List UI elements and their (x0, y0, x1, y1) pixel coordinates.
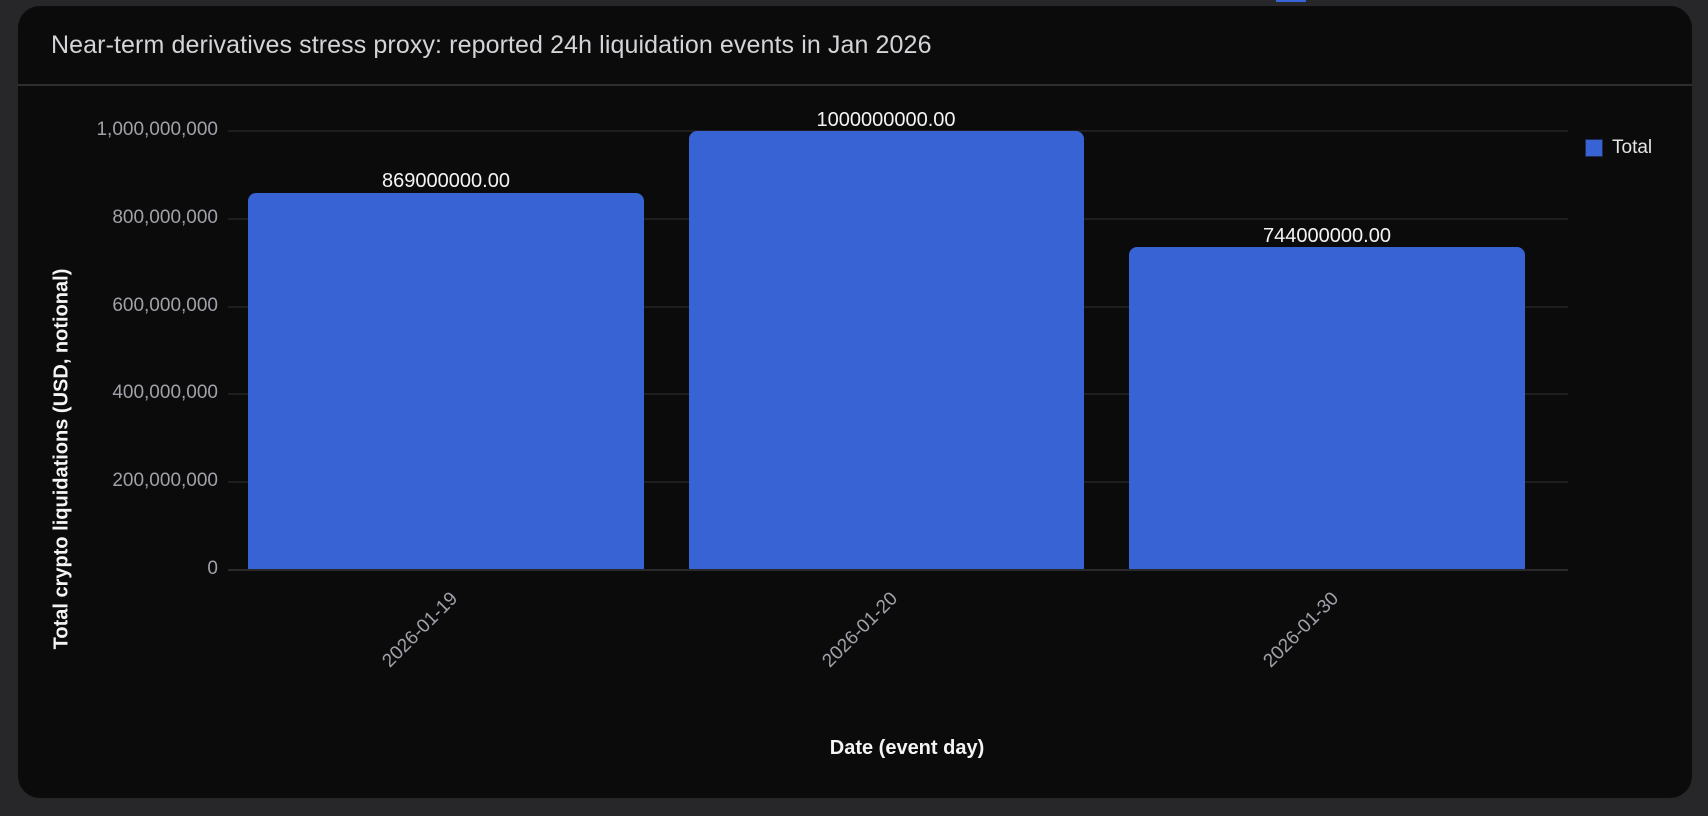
y-tick: 600,000,000 (112, 295, 218, 316)
chart-card: Near-term derivatives stress proxy: repo… (18, 6, 1692, 798)
bar-value-label: 1000000000.00 (816, 109, 956, 131)
bar-2026-01-30[interactable] (1129, 247, 1525, 570)
x-axis-line (228, 569, 1568, 571)
y-tick: 1,000,000,000 (96, 119, 218, 140)
legend[interactable]: Total (1585, 137, 1652, 159)
y-tick: 0 (207, 558, 218, 579)
legend-label-total: Total (1612, 137, 1653, 158)
y-tick: 800,000,000 (112, 207, 218, 228)
bar-2026-01-20[interactable] (689, 131, 1084, 570)
bar-2026-01-19[interactable] (248, 193, 644, 570)
y-tick: 400,000,000 (112, 382, 218, 403)
y-axis-title: Total crypto liquidations (USD, notional… (50, 268, 73, 650)
x-axis-title: Date (event day) (829, 737, 985, 759)
chart-area: Total crypto liquidations (USD, notional… (18, 86, 1692, 798)
top-accent-bar (1276, 0, 1306, 2)
legend-swatch-icon (1585, 139, 1603, 157)
bar-value-label: 869000000.00 (382, 170, 510, 192)
bar-value-label: 744000000.00 (1263, 225, 1391, 247)
card-header: Near-term derivatives stress proxy: repo… (18, 6, 1692, 86)
x-tick: 2026-01-19 (378, 588, 463, 672)
y-tick: 200,000,000 (112, 470, 218, 491)
x-tick: 2026-01-20 (818, 588, 903, 672)
chart-title: Near-term derivatives stress proxy: repo… (51, 30, 932, 59)
x-tick: 2026-01-30 (1259, 588, 1344, 672)
